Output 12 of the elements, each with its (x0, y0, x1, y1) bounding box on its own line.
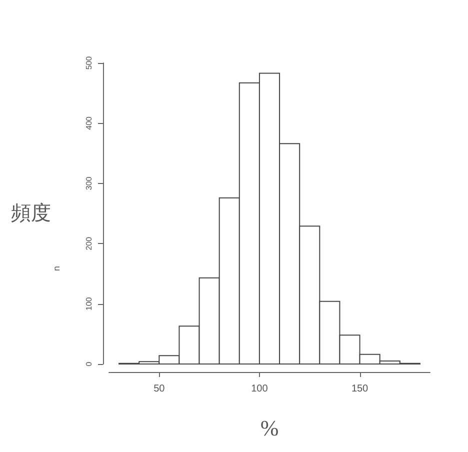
y-tick-label: 0 (84, 361, 94, 366)
y-tick-label: 100 (84, 296, 94, 310)
y-tick-label: 500 (84, 56, 94, 70)
y-tick-label: 400 (84, 116, 94, 130)
x-tick-label: 100 (251, 384, 268, 394)
y-tick-label: 200 (84, 236, 94, 250)
y-axis-title: 頻度 (11, 202, 51, 224)
x-tick-label: 50 (154, 384, 166, 394)
y-tick-label: 300 (84, 176, 94, 190)
x-tick-label: 150 (351, 384, 369, 394)
text: n (52, 266, 62, 272)
x-axis-title: % (260, 416, 279, 440)
